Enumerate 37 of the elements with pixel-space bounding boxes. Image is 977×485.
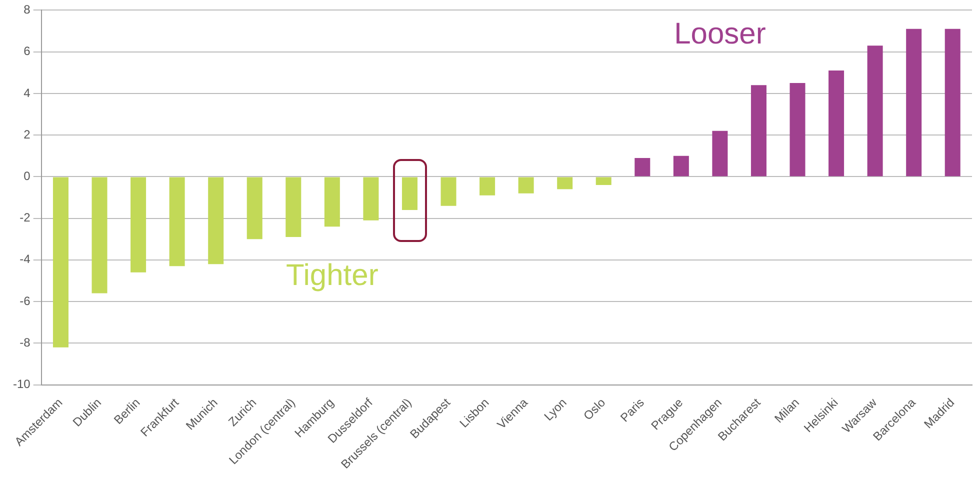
y-tick-label: 2	[24, 127, 31, 142]
bar	[440, 177, 456, 206]
bar	[92, 177, 108, 294]
bar	[828, 70, 844, 176]
bar	[480, 177, 496, 196]
annotation: Looser	[674, 17, 766, 50]
y-tick-label: -10	[13, 377, 31, 392]
bar	[906, 28, 922, 176]
bar	[208, 177, 224, 264]
bar	[557, 177, 573, 190]
bar	[596, 177, 612, 186]
bar	[712, 130, 728, 176]
bar	[634, 158, 650, 176]
bar	[52, 177, 68, 348]
bar	[867, 46, 883, 176]
y-tick-label: 8	[24, 2, 31, 17]
bar	[518, 177, 534, 194]
bar	[402, 177, 418, 210]
bar	[246, 177, 262, 240]
bar	[750, 85, 766, 176]
annotation: Tighter	[286, 258, 378, 292]
y-tick-label: 0	[24, 169, 31, 184]
bar	[130, 177, 146, 272]
bar	[169, 177, 185, 266]
y-tick-label: -6	[20, 294, 31, 308]
bar	[286, 177, 302, 238]
y-tick-label: -4	[20, 252, 31, 266]
bar	[673, 156, 689, 176]
bar	[324, 177, 340, 227]
bar	[363, 177, 379, 220]
y-tick-label: 6	[24, 44, 31, 58]
bar	[790, 83, 806, 176]
y-tick-label: -2	[20, 210, 31, 225]
y-tick-label: -8	[20, 335, 31, 350]
y-tick-label: 4	[24, 86, 31, 100]
x-tick-label: Oslo	[580, 395, 608, 423]
bar	[944, 28, 960, 176]
